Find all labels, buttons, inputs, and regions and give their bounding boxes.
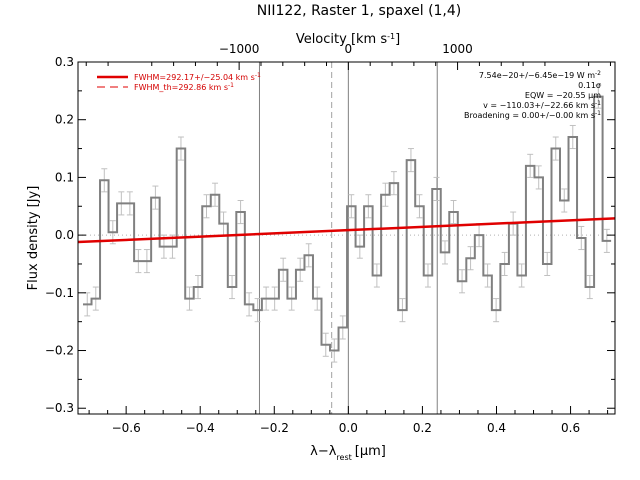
x-tick-label: 0.6: [561, 421, 580, 435]
y-axis-title: Flux density [Jy]: [26, 186, 41, 291]
ticks: −0.6 −0.4 −0.2 0.0 0.2 0.4 0.6 −0.3 −0.2 −0.1 0.0 0…: [45, 42, 615, 435]
plot-area: [78, 62, 615, 414]
top-x-tick-label: 0: [345, 42, 353, 56]
top-axis-title: Velocity [km s-1]: [296, 32, 400, 48]
fit-line: [78, 217, 615, 244]
axes: [77, 61, 616, 415]
x-tick-label: 0.2: [413, 421, 432, 435]
y-tick-label: 0.3: [55, 55, 74, 69]
x-tick-label: −0.2: [260, 421, 289, 435]
x-tick-label: −0.4: [186, 421, 215, 435]
chart-title: NII122, Raster 1, spaxel (1,4): [257, 3, 462, 19]
top-x-tick-label: 1000: [442, 42, 473, 56]
legend: FWHM=292.17+/−25.04 km s-1FWHM_th=292.86…: [97, 72, 261, 93]
legend-label: FWHM=292.17+/−25.04 km s-1: [134, 72, 261, 83]
annotation-line: Broadening = 0.00+/−0.00 km s-1: [464, 110, 601, 121]
annotation-line: EQW = −20.55 μm: [525, 91, 601, 100]
y-tick-label: −0.2: [45, 344, 74, 358]
top-x-tick-label: −1000: [219, 42, 260, 56]
spectrum-step-line: [83, 95, 612, 352]
plot-frame: [77, 61, 616, 415]
x-tick-label: 0.0: [339, 421, 358, 435]
annotation-line: v = −110.03+/−22.66 km s-1: [483, 100, 601, 111]
annotation-line: 0.11σ: [578, 81, 601, 90]
x-tick-label: 0.4: [487, 421, 506, 435]
y-tick-label: 0.1: [55, 170, 74, 184]
annotation-line: 7.54e−20+/−6.45e−19 W m-2: [479, 70, 601, 81]
legend-label: FWHM_th=292.86 km s-1: [134, 82, 234, 93]
y-tick-label: 0.2: [55, 113, 74, 127]
x-axis-title: λ−λrest [μm]: [310, 444, 386, 462]
y-tick-label: −0.3: [45, 401, 74, 415]
y-tick-label: 0.0: [55, 228, 74, 242]
x-tick-label: −0.6: [112, 421, 141, 435]
y-tick-label: −0.1: [45, 286, 74, 300]
